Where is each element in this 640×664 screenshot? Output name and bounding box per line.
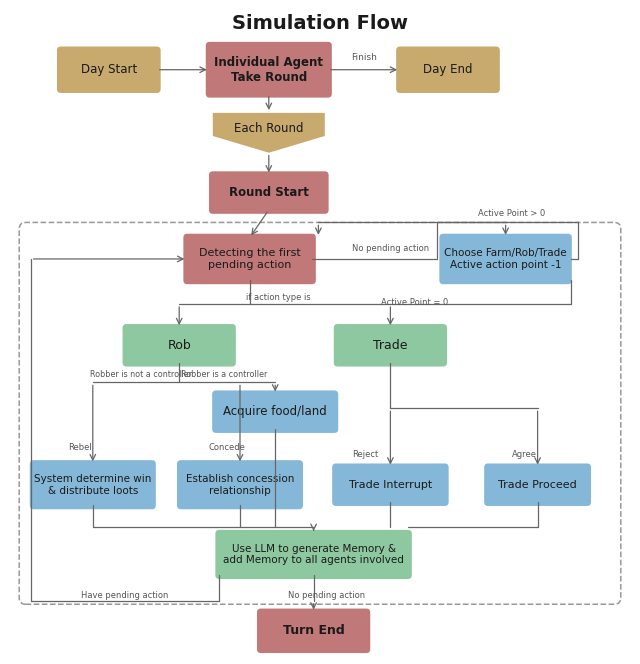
- Text: Each Round: Each Round: [234, 122, 303, 135]
- Text: Round Start: Round Start: [229, 186, 308, 199]
- FancyBboxPatch shape: [183, 234, 316, 284]
- Text: Have pending action: Have pending action: [81, 591, 169, 600]
- Text: Detecting the first
pending action: Detecting the first pending action: [199, 248, 300, 270]
- FancyBboxPatch shape: [57, 46, 161, 93]
- Text: Rebel: Rebel: [68, 443, 92, 452]
- Text: Active Point > 0: Active Point > 0: [478, 208, 546, 218]
- Text: System determine win
& distribute loots: System determine win & distribute loots: [34, 474, 152, 495]
- FancyBboxPatch shape: [209, 171, 329, 214]
- FancyBboxPatch shape: [123, 324, 236, 367]
- FancyBboxPatch shape: [212, 390, 339, 433]
- FancyBboxPatch shape: [177, 460, 303, 509]
- Text: Use LLM to generate Memory &
add Memory to all agents involved: Use LLM to generate Memory & add Memory …: [223, 544, 404, 565]
- Text: Robber is not a controller: Robber is not a controller: [90, 370, 192, 379]
- Text: Reject: Reject: [351, 450, 378, 459]
- Text: Simulation Flow: Simulation Flow: [232, 14, 408, 33]
- Text: No pending action: No pending action: [288, 591, 365, 600]
- Text: Choose Farm/Rob/Trade
Active action point -1: Choose Farm/Rob/Trade Active action poin…: [444, 248, 567, 270]
- Text: Acquire food/land: Acquire food/land: [223, 405, 327, 418]
- FancyBboxPatch shape: [206, 42, 332, 98]
- Text: if action type is: if action type is: [246, 293, 311, 302]
- Text: Concede: Concede: [209, 443, 246, 452]
- FancyBboxPatch shape: [215, 530, 412, 579]
- FancyBboxPatch shape: [484, 463, 591, 506]
- Text: Robber is a controller: Robber is a controller: [181, 370, 267, 379]
- Text: Active Point = 0: Active Point = 0: [381, 297, 448, 307]
- FancyBboxPatch shape: [334, 324, 447, 367]
- Text: Trade Proceed: Trade Proceed: [498, 479, 577, 490]
- Polygon shape: [212, 113, 325, 153]
- FancyBboxPatch shape: [332, 463, 449, 506]
- FancyBboxPatch shape: [29, 460, 156, 509]
- Text: Finish: Finish: [351, 53, 377, 62]
- FancyBboxPatch shape: [440, 234, 572, 284]
- FancyBboxPatch shape: [396, 46, 500, 93]
- FancyBboxPatch shape: [257, 608, 370, 653]
- Text: Agree: Agree: [512, 450, 538, 459]
- Text: No pending action: No pending action: [352, 244, 429, 253]
- Text: Day Start: Day Start: [81, 63, 137, 76]
- Text: Rob: Rob: [167, 339, 191, 352]
- Text: Trade: Trade: [373, 339, 408, 352]
- Text: Turn End: Turn End: [283, 624, 344, 637]
- Text: Individual Agent
Take Round: Individual Agent Take Round: [214, 56, 323, 84]
- Text: Establish concession
relationship: Establish concession relationship: [186, 474, 294, 495]
- Text: Day End: Day End: [423, 63, 473, 76]
- Text: Trade Interrupt: Trade Interrupt: [349, 479, 432, 490]
